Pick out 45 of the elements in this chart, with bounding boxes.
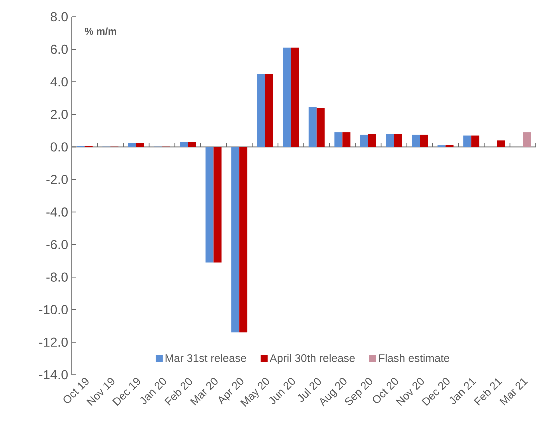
bar (232, 147, 240, 333)
y-tick-label: -6.0 (46, 240, 68, 250)
bar (472, 136, 480, 148)
bar (360, 134, 368, 148)
y-tick-label: 0.0 (50, 142, 68, 152)
bar (283, 48, 292, 148)
bar (316, 108, 325, 148)
bar (342, 132, 351, 148)
bar (334, 132, 343, 148)
bar (180, 142, 188, 148)
bar (257, 74, 266, 148)
bar (188, 142, 196, 148)
bar (128, 143, 136, 148)
y-tick-label: 6.0 (51, 44, 68, 54)
legend-label: April 30th release (270, 354, 355, 364)
bar (464, 136, 472, 148)
x-tick-label: Jun 20 (269, 378, 296, 405)
bar (265, 74, 274, 148)
y-tick-label: -10.0 (39, 305, 68, 314)
bar (394, 134, 402, 148)
y-tick-label: -4.0 (46, 208, 68, 217)
x-tick-label: Jan 20 (140, 378, 166, 405)
y-tick-label: 8.0 (50, 12, 68, 22)
bar (214, 147, 222, 263)
y-tick-label: -8.0 (46, 272, 68, 282)
y-tick-label: -12.0 (39, 338, 68, 348)
bar (136, 143, 144, 148)
bar (308, 107, 317, 148)
x-tick-label: Jul 20 (298, 378, 322, 402)
legend-label: Mar 31st release (166, 354, 246, 362)
y-axis-title: % m/m (85, 28, 116, 36)
legend-label: Flash estimate (379, 354, 450, 362)
bar (412, 134, 420, 148)
y-tick-label: -2.0 (46, 175, 68, 184)
bar (386, 134, 394, 148)
y-tick-label: 4.0 (50, 77, 68, 87)
y-tick-label: -14.0 (39, 370, 68, 380)
bar (240, 147, 248, 333)
bar (368, 134, 376, 148)
bar (420, 134, 428, 148)
bar (497, 140, 506, 148)
bar (291, 48, 300, 148)
y-tick-label: 2.0 (51, 110, 68, 120)
bar (206, 147, 214, 263)
bar (523, 132, 532, 148)
